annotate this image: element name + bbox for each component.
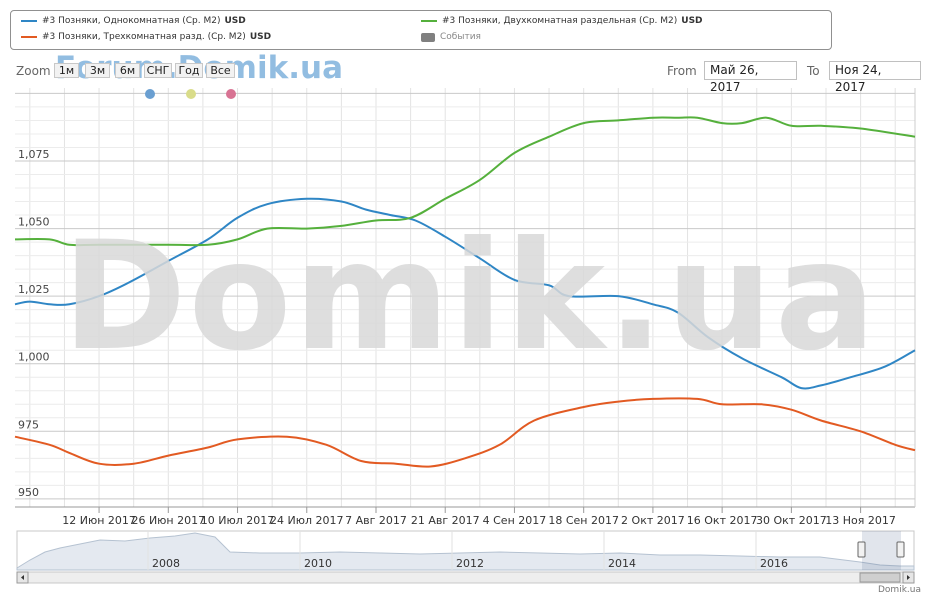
navigator-year-label: 2012 [456, 557, 484, 570]
event-dot-blue[interactable] [145, 89, 155, 99]
x-tick-label: 10 Июл 2017 [201, 514, 275, 527]
x-tick-label: 26 Июн 2017 [131, 514, 205, 527]
legend-item-two-room[interactable]: #3 Позняки, Двухкомнатная раздельная (Ср… [421, 16, 703, 26]
y-tick-label: 1,000 [18, 351, 50, 364]
legend-label: #3 Позняки, Двухкомнатная раздельная (Ср… [442, 16, 678, 26]
x-tick-label: 4 Сен 2017 [483, 514, 547, 527]
legend-label: #3 Позняки, Трехкомнатная разд. (Ср. М2) [42, 32, 246, 42]
legend-line-blue [21, 20, 37, 22]
zoom-label: Zoom [16, 64, 51, 78]
y-tick-label: 1,050 [18, 216, 50, 229]
series-line-1[interactable] [14, 116, 916, 247]
x-tick-label: 2 Окт 2017 [621, 514, 685, 527]
grid [15, 88, 916, 508]
navigator-year-label: 2016 [760, 557, 788, 570]
legend-label-events: События [440, 32, 481, 42]
legend-line-orange [21, 36, 37, 38]
x-tick-label: 24 Июл 2017 [270, 514, 344, 527]
scrollbar-left-arrow-icon [21, 575, 24, 580]
x-tick-label: 12 Июн 2017 [62, 514, 136, 527]
navigator-handle-left[interactable] [857, 541, 866, 558]
navigator-year-labels: 2008 2010 2012 2014 2016 [147, 531, 788, 570]
zoom-button-all[interactable]: Все [206, 63, 235, 78]
zoom-button-1m[interactable]: 1м [54, 63, 79, 78]
legend-item-three-room[interactable]: #3 Позняки, Трехкомнатная разд. (Ср. М2)… [21, 32, 271, 42]
navigator-area [16, 532, 915, 571]
watermark-center: Domik.ua [62, 210, 879, 384]
range-to-input[interactable]: Ноя 24, 2017 [829, 61, 921, 94]
navigator-handle-right[interactable] [896, 541, 905, 558]
legend-unit: USD [249, 32, 272, 42]
event-dot-yellow[interactable] [186, 89, 196, 99]
legend-unit: USD [681, 16, 703, 26]
scrollbar-right-arrow-icon [907, 575, 910, 580]
zoom-button-ytd[interactable]: СНГ [144, 63, 172, 78]
legend-label: #3 Позняки, Однокомнатная (Ср. М2) [42, 16, 221, 26]
event-dot-pink[interactable] [226, 89, 236, 99]
zoom-button-year[interactable]: Год [175, 63, 203, 78]
legend-line-green [421, 20, 437, 22]
series-lines [14, 116, 916, 468]
event-markers [145, 89, 236, 99]
range-to-label: To [807, 64, 820, 78]
x-tick-label: 13 Ноя 2017 [825, 514, 896, 527]
navigator: 2008 2010 2012 2014 2016 [16, 530, 915, 584]
y-axis: 950 975 1,000 1,025 1,050 1,075 [18, 148, 50, 499]
y-tick-label: 975 [18, 418, 39, 431]
zoom-button-6m[interactable]: 6м [115, 63, 140, 78]
y-tick-label: 1,075 [18, 148, 50, 161]
range-from-label: From [667, 64, 697, 78]
navigator-year-label: 2010 [304, 557, 332, 570]
series-line-0[interactable] [14, 197, 916, 390]
series-line-2[interactable] [14, 397, 916, 468]
navigator-year-label: 2014 [608, 557, 636, 570]
zoom-button-3m[interactable]: 3м [85, 63, 110, 78]
legend-unit: USD [224, 16, 246, 26]
navigator-selection [862, 531, 901, 570]
legend-item-one-room[interactable]: #3 Позняки, Однокомнатная (Ср. М2) USD [21, 16, 246, 26]
legend-item-events[interactable]: События [421, 32, 481, 42]
scrollbar-thumb[interactable] [859, 572, 901, 583]
navigator-year-label: 2008 [152, 557, 180, 570]
y-tick-label: 950 [18, 486, 39, 499]
x-tick-label: 21 Авг 2017 [411, 514, 480, 527]
x-tick-label: 16 Окт 2017 [687, 514, 758, 527]
x-tick-label: 30 Окт 2017 [756, 514, 827, 527]
legend: #3 Позняки, Однокомнатная (Ср. М2) USD #… [10, 10, 832, 50]
y-tick-label: 1,025 [18, 283, 50, 296]
x-tick-label: 18 Сен 2017 [548, 514, 619, 527]
range-from-input[interactable]: Май 26, 2017 [704, 61, 797, 94]
x-tick-label: 7 Авг 2017 [345, 514, 407, 527]
credit-link[interactable]: Domik.ua [878, 585, 921, 595]
events-swatch-icon [421, 32, 435, 42]
scrollbar-track[interactable] [16, 571, 915, 584]
